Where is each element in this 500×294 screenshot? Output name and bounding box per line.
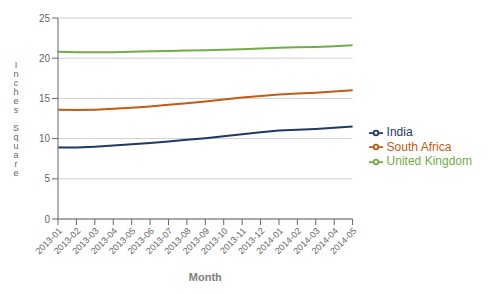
html-text:United Kingdom: United Kingdom — [386, 154, 472, 169]
svg-text:2013-06: 2013-06 — [125, 225, 156, 257]
svg-text:5: 5 — [44, 173, 50, 184]
svg-text:2013-07: 2013-07 — [144, 225, 175, 257]
svg-text:2013-12: 2013-12 — [236, 225, 267, 257]
svg-text:2014-02: 2014-02 — [272, 225, 304, 257]
svg-text:2013-03: 2013-03 — [70, 225, 101, 257]
svg-text:2013-11: 2013-11 — [218, 225, 249, 256]
svg-text:2014-05: 2014-05 — [328, 226, 358, 256]
svg-text:0: 0 — [44, 214, 50, 225]
svg-text:10: 10 — [39, 133, 51, 144]
svg-text:2013-08: 2013-08 — [162, 225, 193, 257]
svg-text:2013-02: 2013-02 — [51, 225, 83, 257]
svg-text:2014-03: 2014-03 — [291, 225, 322, 257]
svg-text:2013-10: 2013-10 — [199, 225, 230, 257]
svg-text:2013-04: 2013-04 — [88, 225, 120, 257]
svg-text:20: 20 — [39, 53, 51, 64]
svg-text:Month: Month — [189, 271, 222, 283]
svg-text:2013-09: 2013-09 — [180, 225, 212, 257]
svg-text:Inches Square: Inches Square — [13, 60, 19, 178]
html-text:India: India — [386, 124, 413, 139]
svg-text:2014-01: 2014-01 — [254, 225, 285, 257]
svg-text:2014-04: 2014-04 — [309, 225, 341, 257]
svg-text:2013-01: 2013-01 — [33, 225, 64, 257]
svg-text:15: 15 — [39, 93, 51, 104]
html-text:South Africa: South Africa — [386, 139, 452, 154]
svg-text:2013-05: 2013-05 — [107, 225, 138, 257]
svg-text:25: 25 — [39, 13, 51, 24]
